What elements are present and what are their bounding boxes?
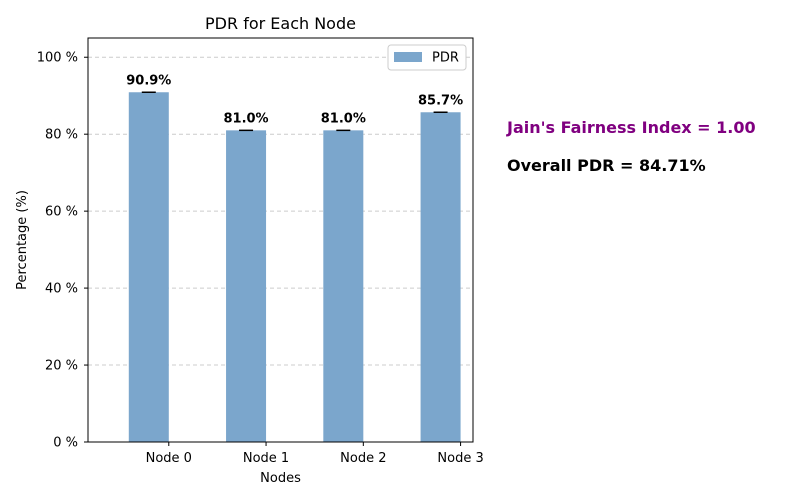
y-axis-ticks: 0 % 20 % 40 % 60 % 80 % 100 % (37, 51, 88, 451)
data-labels-group: 90.9% 81.0% 81.0% 85.7% (126, 73, 463, 126)
chart-title: PDR for Each Node (205, 14, 356, 33)
y-tick-label: 60 % (45, 205, 78, 220)
bars-group (128, 92, 461, 443)
y-tick-label: 80 % (45, 128, 78, 143)
x-tick-label: Node 2 (340, 451, 386, 466)
y-tick-label: 100 % (37, 51, 78, 66)
error-bars-group (141, 91, 448, 132)
bar-node-0 (128, 92, 169, 442)
overall-pdr-text: Overall PDR = 84.71% (507, 156, 706, 175)
bar-node-3 (420, 112, 461, 443)
data-label: 81.0% (321, 111, 366, 126)
y-tick-label: 40 % (45, 282, 78, 297)
data-label: 81.0% (223, 111, 268, 126)
legend-swatch (394, 52, 422, 62)
plot-frame (87, 37, 474, 443)
fairness-index-text: Jain's Fairness Index = 1.00 (507, 118, 756, 137)
data-label: 85.7% (418, 93, 463, 108)
y-tick-label: 20 % (45, 359, 78, 374)
legend-box (387, 44, 467, 71)
bar-node-2 (323, 130, 364, 443)
x-tick-label: Node 0 (146, 451, 192, 466)
x-axis-label: Nodes (260, 471, 301, 486)
x-tick-label: Node 3 (437, 451, 483, 466)
legend-label: PDR (432, 51, 459, 66)
y-tick-label: 0 % (53, 436, 78, 451)
x-tick-label: Node 1 (243, 451, 289, 466)
legend: PDR (387, 44, 467, 71)
data-label: 90.9% (126, 73, 171, 88)
y-axis-label: Percentage (%) (15, 190, 30, 290)
x-axis-ticks: Node 0 Node 1 Node 2 Node 3 (146, 442, 484, 466)
bar-node-1 (226, 130, 267, 443)
